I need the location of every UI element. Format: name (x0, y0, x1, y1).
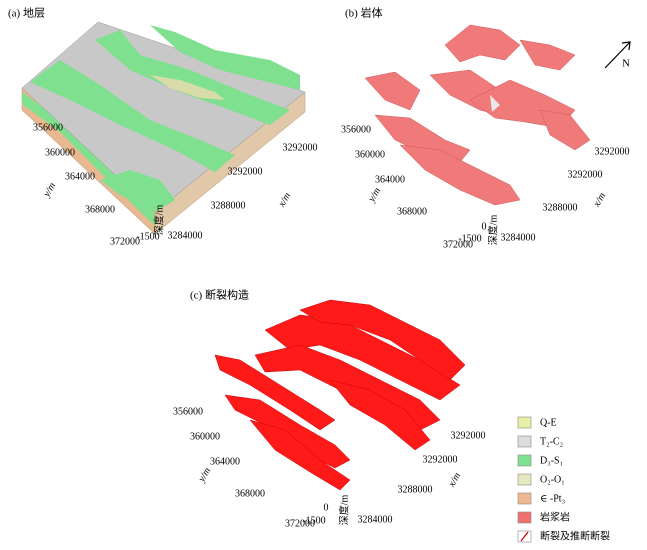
legend-label: ∈ -Pt₃ (540, 493, 565, 504)
y-tick-label: 368000 (85, 204, 115, 215)
y-tick-label: 364000 (65, 171, 95, 182)
x-axis-label: x/m (591, 191, 608, 210)
y-tick-label: 372000 (443, 239, 473, 250)
y-tick-label: 364000 (375, 174, 405, 185)
y-tick-label: 372000 (110, 236, 140, 247)
legend-swatch (517, 473, 532, 486)
green-band (95, 30, 290, 125)
fault (249, 419, 351, 491)
legend-swatch (517, 435, 532, 448)
intrusion-model (364, 24, 591, 206)
y-tick-label: 356000 (173, 406, 203, 417)
y-tick-label: 368000 (235, 488, 265, 499)
x-axis-label: x/m (446, 471, 463, 490)
legend-swatch (517, 416, 532, 429)
y-axis-label: y/m (366, 186, 383, 205)
strata-model (21, 21, 306, 235)
depth-label: 深度/m (337, 495, 350, 526)
y-tick-label: 360000 (190, 431, 220, 442)
fault (329, 379, 431, 451)
x-axis-label: x/m (276, 191, 293, 210)
legend-swatch (517, 492, 532, 505)
y-axis-label: y/m (41, 181, 58, 200)
legend-fault-symbol (520, 531, 529, 542)
x-tick-label: 3288000 (211, 200, 246, 211)
x-tick-label: 3288000 (543, 202, 578, 213)
green-band (100, 170, 175, 212)
x-tick-label: 3284000 (168, 230, 203, 241)
legend-label: T₂-C₂ (540, 436, 563, 447)
panel-title: (c) 断裂构造 (190, 288, 249, 302)
north-arrowhead (621, 41, 631, 51)
x-tick-label: 3292000 (228, 166, 263, 177)
x-tick-label: 3292000 (568, 169, 603, 180)
fault (299, 299, 466, 381)
z-tick-label: 0 (482, 221, 487, 232)
depth-label: 深度/m (152, 205, 165, 236)
y-tick-label: 368000 (397, 206, 427, 217)
legend-label: Q-E (540, 417, 557, 428)
z-tick-label: -1500 (302, 515, 325, 526)
intrusion (519, 39, 576, 71)
inclusion (490, 95, 500, 112)
legend-swatch (517, 511, 532, 524)
z-tick-label: -1500 (458, 233, 481, 244)
pale-band (150, 75, 225, 100)
fault (224, 394, 351, 469)
x-tick-label: 3292000 (423, 454, 458, 465)
labels: (a) 地层 356000 360000 364000 368000 372000 3292… (8, 6, 630, 530)
y-tick-label: 360000 (355, 149, 385, 160)
green-band (150, 25, 300, 90)
legend-label: O₂-O₁ (540, 474, 565, 485)
x-tick-label: 3292000 (451, 430, 486, 441)
fault (214, 354, 336, 431)
legend-label: D₃-S₁ (540, 455, 563, 466)
intrusion (539, 109, 591, 151)
x-tick-label: 3284000 (501, 232, 536, 243)
x-tick-label: 3292000 (595, 146, 630, 157)
intrusion (444, 24, 521, 63)
y-axis-label: y/m (196, 466, 213, 485)
panel-title: (b) 岩体 (345, 6, 383, 20)
x-tick-label: 3288000 (398, 484, 433, 495)
z-tick-label: -1500 (136, 231, 159, 242)
north-arrow (604, 41, 631, 69)
intrusion (364, 71, 421, 111)
x-tick-label: 3292000 (283, 142, 318, 153)
intrusion (399, 144, 521, 206)
legend-label: 岩浆岩 (540, 510, 570, 523)
z-tick-label: 0 (324, 502, 329, 513)
green-band (30, 60, 235, 172)
y-tick-label: 356000 (33, 122, 63, 133)
legend-swatch (517, 454, 532, 467)
x-tick-label: 3284000 (358, 514, 393, 525)
depth-label: 深度/m (486, 215, 499, 246)
y-tick-label: 356000 (341, 124, 371, 135)
y-tick-label: 360000 (45, 147, 75, 158)
panel-title: (a) 地层 (8, 7, 45, 20)
y-tick-label: 372000 (285, 518, 315, 529)
y-tick-label: 364000 (210, 456, 240, 467)
legend-label: 断裂及推断断裂 (540, 529, 610, 542)
fault-model (214, 299, 466, 491)
north-label: N (622, 58, 630, 70)
